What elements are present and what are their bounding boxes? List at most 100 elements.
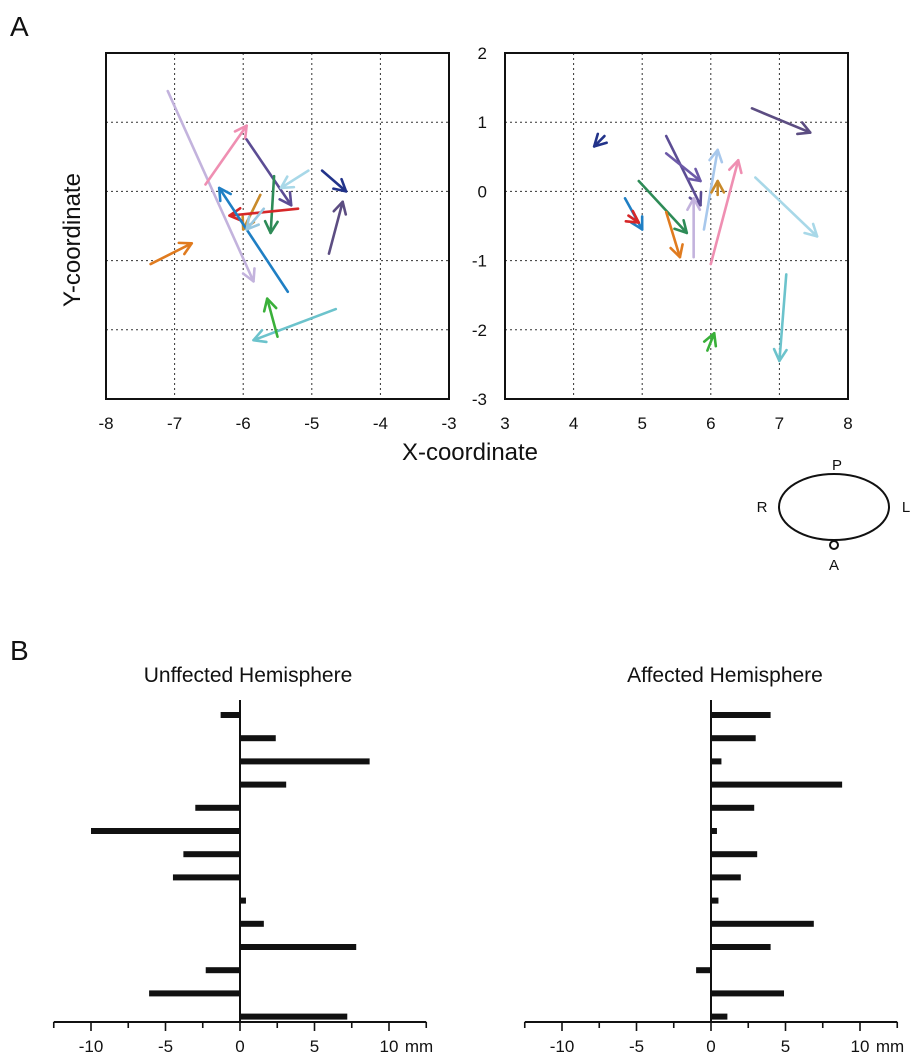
displacement-arrow <box>245 138 293 207</box>
orientation-diagram: P R L A <box>757 457 911 574</box>
displacement-arrow <box>710 179 726 197</box>
bar <box>195 804 240 811</box>
x-tick-label: -10 <box>79 1037 104 1056</box>
plot-a-right: 3 4 5 6 7 8 -3 -2 -1 0 1 2 <box>472 44 853 433</box>
bar <box>711 920 814 927</box>
bar <box>711 828 717 834</box>
bar <box>711 1013 728 1020</box>
displacement-arrow <box>637 179 689 235</box>
bar <box>240 758 370 765</box>
plot-a-left-x-ticks: -8 -7 -6 -5 -4 -3 <box>98 414 456 433</box>
x-tick-label: 7 <box>775 414 784 433</box>
orientation-l: L <box>902 499 910 516</box>
x-tick-label: 0 <box>235 1037 244 1056</box>
bar <box>172 874 240 881</box>
y-tick-label: 0 <box>478 182 487 201</box>
displacement-arrow <box>262 297 279 339</box>
x-tick-label: 0 <box>706 1037 715 1056</box>
bar <box>711 781 843 788</box>
bar-chart-affected-axis: -10 -5 0 5 10 mm <box>523 1021 904 1056</box>
orientation-a: A <box>829 557 839 574</box>
plot-a-right-arrows <box>592 107 819 363</box>
x-tick-label: 5 <box>781 1037 790 1056</box>
unit-label: mm <box>405 1037 433 1056</box>
displacement-arrow <box>320 169 348 193</box>
x-tick-label: 8 <box>843 414 852 433</box>
displacement-arrow <box>772 273 788 363</box>
plot-a-right-x-ticks: 3 4 5 6 7 8 <box>500 414 852 433</box>
plot-a-right-y-ticks: -3 -2 -1 0 1 2 <box>472 44 487 409</box>
displacement-arrow <box>279 169 310 190</box>
bar-chart-unaffected-bars <box>91 700 370 1022</box>
bar-chart-affected: Affected Hemisphere -10 -5 0 5 10 mm <box>523 664 904 1056</box>
displacement-arrow <box>252 307 338 344</box>
panel-label-b: B <box>10 635 29 666</box>
y-tick-label: -1 <box>472 252 487 271</box>
displacement-arrow <box>754 176 819 238</box>
displacement-arrow <box>245 207 266 231</box>
x-tick-label: -6 <box>236 414 251 433</box>
bar <box>149 990 240 997</box>
x-tick-label: 6 <box>706 414 715 433</box>
bar-chart-unaffected-axis: -10 -5 0 5 10 mm <box>52 1021 433 1056</box>
bar <box>711 990 785 997</box>
x-tick-label: -10 <box>550 1037 575 1056</box>
bar <box>240 781 287 788</box>
bar <box>240 920 264 927</box>
displacement-arrow <box>204 124 248 186</box>
bar <box>183 851 240 858</box>
x-tick-label: 10 <box>851 1037 870 1056</box>
bar <box>711 712 771 718</box>
orientation-r: R <box>757 499 768 516</box>
x-tick-label: 5 <box>637 414 646 433</box>
x-tick-label: 5 <box>310 1037 319 1056</box>
y-tick-label: 1 <box>478 113 487 132</box>
plot-a-left-arrows <box>149 89 348 344</box>
displacement-arrow <box>664 210 684 259</box>
displacement-arrow <box>149 241 194 266</box>
bar <box>240 944 357 950</box>
y-tick-label: -2 <box>472 321 487 340</box>
bar <box>711 804 755 811</box>
bar-chart-affected-bars <box>696 700 843 1022</box>
x-tick-label: 3 <box>500 414 509 433</box>
bar <box>240 897 246 904</box>
bar <box>240 1013 348 1020</box>
bar <box>711 735 756 742</box>
bar <box>711 851 758 858</box>
bar <box>711 874 741 881</box>
head-outline <box>778 473 890 541</box>
displacement-arrow <box>709 158 743 266</box>
plot-a-left-frame <box>105 52 450 400</box>
y-axis-title: Y-coordinate <box>59 173 86 307</box>
bar <box>240 735 276 742</box>
displacement-arrow <box>592 132 608 148</box>
x-tick-label: 10 <box>380 1037 399 1056</box>
bar <box>711 758 722 765</box>
displacement-arrow <box>166 89 256 283</box>
x-tick-label: -8 <box>98 414 113 433</box>
bar <box>711 944 771 950</box>
x-tick-label: -3 <box>441 414 456 433</box>
plot-a-left-grid <box>106 53 449 399</box>
y-tick-label: -3 <box>472 390 487 409</box>
plot-a-left: -8 -7 -6 -5 -4 -3 <box>98 52 457 433</box>
x-axis-title: X-coordinate <box>402 439 538 466</box>
unit-label: mm <box>876 1037 904 1056</box>
bar-chart-affected-title: Affected Hemisphere <box>627 664 823 687</box>
plot-a-right-frame <box>504 52 849 400</box>
displacement-arrow <box>702 331 718 352</box>
x-tick-label: -4 <box>373 414 388 433</box>
orientation-p: P <box>832 457 842 474</box>
displacement-arrow <box>624 209 641 224</box>
x-tick-label: -5 <box>158 1037 173 1056</box>
panel-label-a: A <box>10 11 29 42</box>
displacement-arrow <box>327 200 348 255</box>
bar <box>220 712 240 718</box>
displacement-arrow <box>702 148 724 231</box>
displacement-arrow <box>217 186 290 294</box>
x-tick-label: -5 <box>629 1037 644 1056</box>
bar <box>205 967 240 974</box>
displacement-arrow <box>263 174 279 235</box>
